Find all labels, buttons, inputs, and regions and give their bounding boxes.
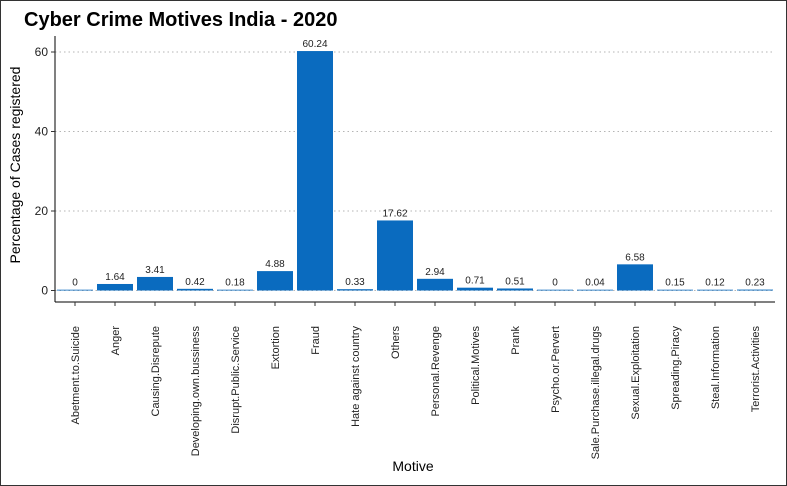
bar: [57, 289, 93, 291]
x-tick-label: Fraud: [310, 326, 322, 355]
x-tick-label: Prank: [510, 326, 522, 355]
data-label: 0.42: [185, 277, 205, 288]
bar: [97, 283, 133, 291]
data-label: 60.24: [302, 39, 327, 50]
data-label: 0.33: [345, 277, 365, 288]
bar: [537, 289, 573, 291]
bar: [737, 289, 773, 291]
x-tick-label: Spreading.Piracy: [670, 326, 682, 410]
x-tick-label: Sale.Purchase.illegal.drugs: [590, 326, 602, 460]
data-label: 17.62: [382, 208, 407, 219]
x-tick-label: Political.Motives: [470, 326, 482, 405]
x-axis-title: Motive: [392, 458, 433, 474]
x-tick-label: Extortion: [270, 326, 282, 369]
x-tick-label: Psycho.or.Pervert: [550, 326, 562, 413]
bar: [177, 288, 213, 291]
data-label: 0.71: [465, 276, 485, 287]
data-label: 6.58: [625, 252, 645, 263]
x-tick-label: Terrorist.Activities: [750, 326, 762, 413]
y-tick-label: 40: [35, 125, 49, 139]
x-tick-label: Sexual.Exploitation: [630, 326, 642, 420]
data-label: 2.94: [425, 267, 445, 278]
bar: [377, 220, 413, 291]
bar: [697, 289, 733, 291]
bar: [217, 289, 253, 291]
data-label: 0.12: [705, 278, 725, 289]
y-axis-title: Percentage of Cases registered: [7, 67, 23, 264]
x-tick-label: Steal.Information: [710, 326, 722, 409]
bar: [137, 276, 173, 291]
bar: [457, 287, 493, 291]
x-tick-label: Personal.Revenge: [430, 326, 442, 417]
bar: [297, 51, 333, 291]
y-axis-ticks: 0 20 40 60: [35, 45, 55, 298]
bar: [657, 289, 693, 291]
x-tick-label: Abetment.to.Suicide: [70, 326, 82, 424]
bar: [617, 264, 653, 291]
x-tick-label: Causing.Disrepute: [150, 326, 162, 417]
bar: [497, 288, 533, 291]
data-label: 0.51: [505, 276, 525, 287]
bar: [257, 271, 293, 291]
x-tick-label: Hate against country: [350, 326, 362, 427]
data-label: 3.41: [145, 265, 165, 276]
data-label: 0.04: [585, 278, 605, 289]
x-tick-label: Others: [390, 326, 402, 360]
chart-title: Cyber Crime Motives India - 2020: [24, 9, 337, 31]
x-axis-ticks: Abetment.to.Suicide Anger Causing.Disreput…: [70, 302, 762, 459]
gridlines: [55, 51, 775, 291]
data-label: 0: [552, 278, 558, 289]
data-label: 4.88: [265, 259, 285, 270]
data-labels: 0 1.64 3.41 0.42 0.18 4.88 60.24 0.33 17.62 2.94 0…: [72, 39, 765, 289]
data-label: 0.23: [745, 278, 765, 289]
bar: [417, 278, 453, 291]
x-tick-label: Disrupt.Public.Service: [230, 326, 242, 434]
y-tick-label: 20: [35, 204, 49, 218]
data-label: 1.64: [105, 272, 125, 283]
y-tick-label: 0: [41, 284, 48, 298]
y-tick-label: 60: [35, 45, 49, 59]
bars: [57, 51, 773, 291]
bar: [337, 289, 373, 291]
bar: [577, 289, 613, 291]
data-label: 0: [72, 278, 78, 289]
data-label: 0.15: [665, 278, 685, 289]
data-label: 0.18: [225, 278, 245, 289]
x-tick-label: Anger: [110, 326, 122, 356]
x-tick-label: Developing.own.bussiness: [190, 326, 202, 457]
